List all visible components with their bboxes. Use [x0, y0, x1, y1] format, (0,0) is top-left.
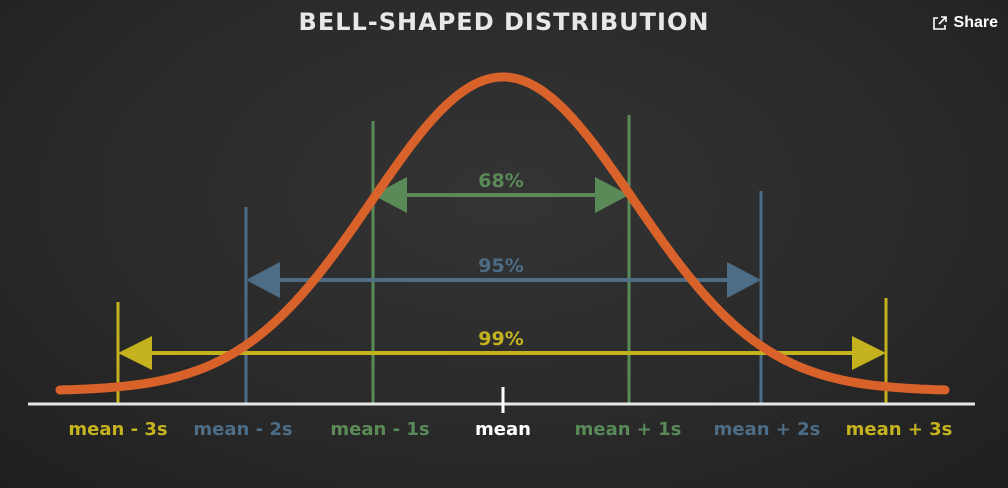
mean-plus-3s-label: mean + 3s — [846, 419, 953, 440]
mean-minus-3s-label: mean - 3s — [68, 419, 167, 440]
one-sd-arrow — [373, 177, 629, 213]
bell-curve — [55, 72, 950, 395]
share-button[interactable]: Share — [932, 14, 998, 32]
three-sd-arrow — [118, 336, 886, 370]
two-sd-label: 95% — [478, 255, 523, 277]
share-label: Share — [953, 14, 998, 31]
diagram-title: BELL-SHAPED DISTRIBUTION — [298, 8, 710, 36]
mean-minus-1s-label: mean - 1s — [330, 419, 429, 440]
mean-minus-2s-label: mean - 2s — [193, 419, 292, 440]
mean-plus-1s-label: mean + 1s — [575, 419, 682, 440]
two-sd-arrow — [246, 262, 761, 298]
three-sd-label: 99% — [478, 328, 523, 350]
share-icon — [932, 16, 947, 30]
mean-label: mean — [475, 419, 531, 440]
mean-plus-2s-label: mean + 2s — [714, 419, 821, 440]
one-sd-label: 68% — [478, 170, 523, 192]
